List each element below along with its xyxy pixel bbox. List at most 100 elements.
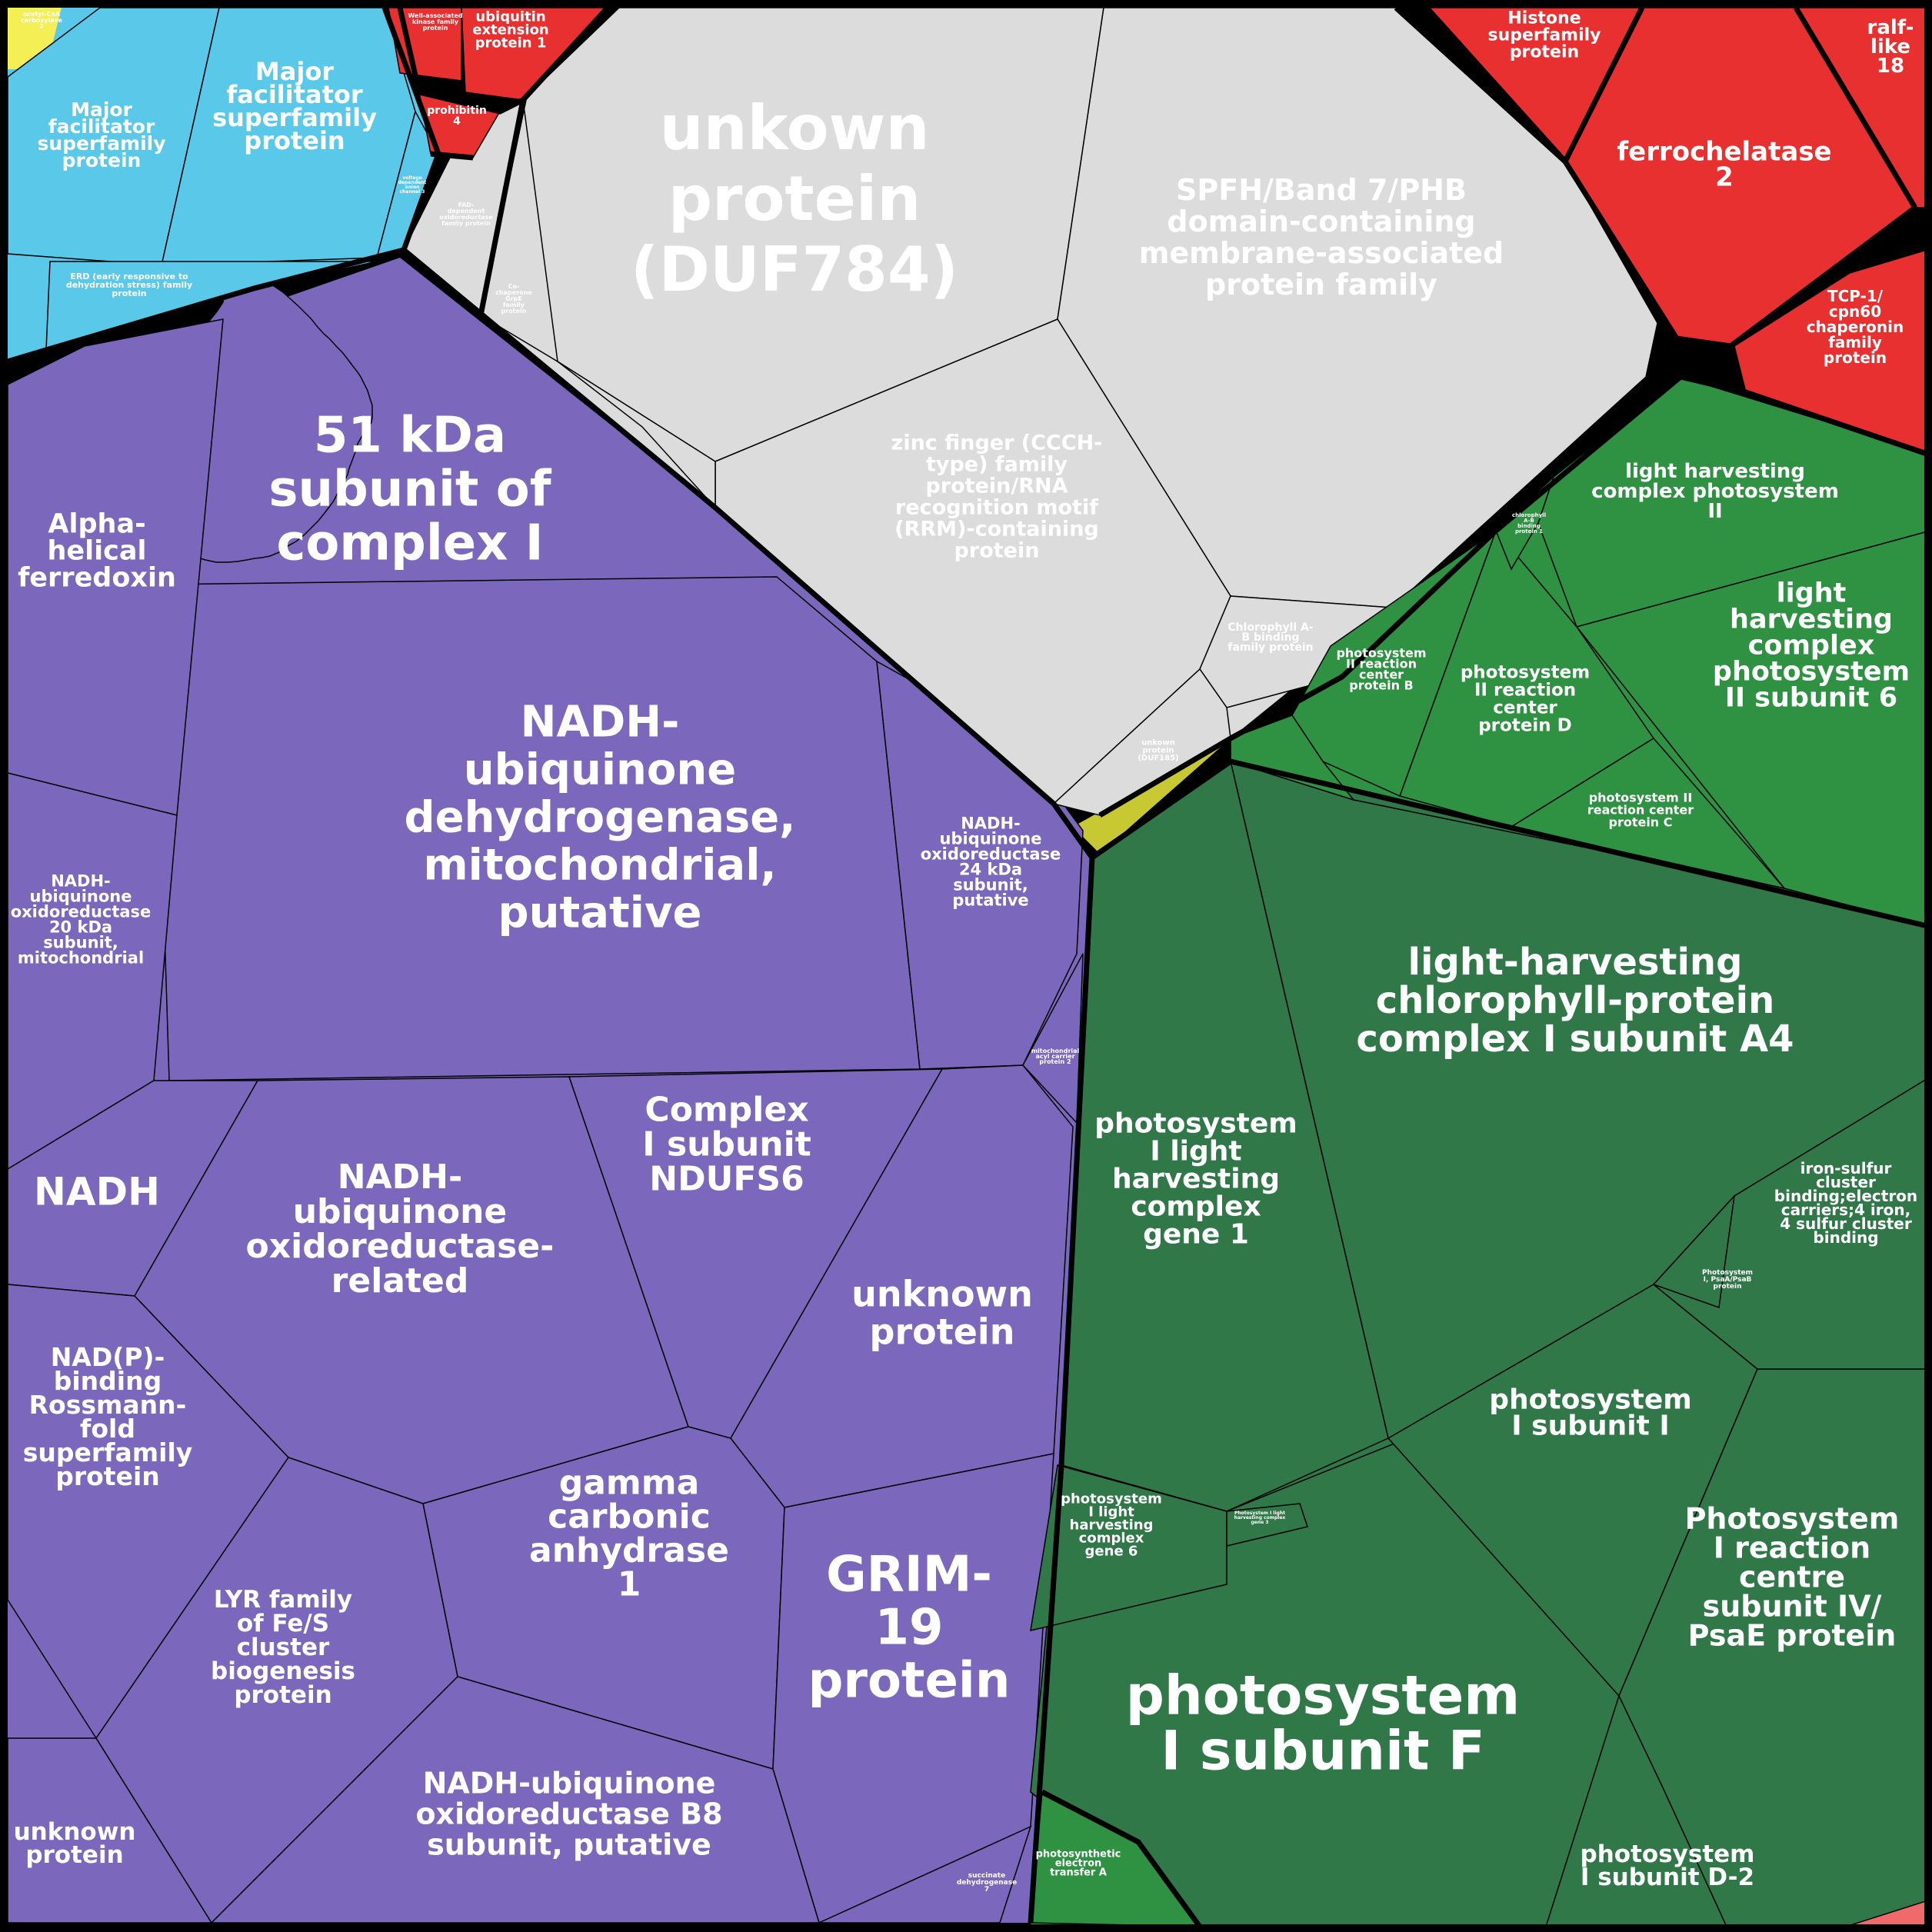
label-zinc-finger-ccch-type-family-protein-rna-recogni: zinc finger (CCCH-type) family protein/RN…: [891, 431, 1103, 562]
label-line: protein: [954, 538, 1040, 562]
label-line: dependent: [398, 180, 427, 185]
label-line: protein: [808, 1652, 1011, 1709]
label-line: subunit of: [268, 461, 551, 518]
label-line: 24 kDa: [959, 860, 1022, 878]
label-line: photosynthetic: [1036, 1849, 1121, 1860]
label-line: like: [1870, 35, 1910, 58]
label-line: gene 6: [1085, 1543, 1138, 1559]
label-photosystem-i-subunit-i: photosystem I subunit I: [1489, 1384, 1692, 1442]
label-line: photosystem: [1489, 1384, 1692, 1416]
label-iron-sulfur-cluster-binding-electron-carriers-4-: iron-sulfur cluster binding;electron carrie…: [1774, 1159, 1917, 1247]
label-line: carbonic: [548, 1497, 711, 1536]
label-line: dehydrogenase: [957, 1879, 1017, 1887]
label-gamma-carbonic-anhydrase-1: gamma carbonic anhydrase 1: [529, 1463, 729, 1604]
label-line: domain-containing: [1167, 205, 1475, 238]
label-line: photosystem: [1094, 1108, 1297, 1140]
label-line: II: [1707, 500, 1722, 523]
cell-photosystem-ii-reaction-center-protein-a[interactable]: [1230, 715, 1356, 801]
label-line: I, PsaA/PsaB: [1704, 1276, 1752, 1284]
label-line: protein 1: [475, 35, 547, 51]
label-line: NAD(P)-: [51, 1342, 165, 1372]
label-line: mitochondrial: [1031, 1048, 1080, 1054]
label-line: family protein: [441, 220, 491, 227]
label-line: SPFH/Band 7/PHB: [1176, 173, 1467, 207]
label-tcp-1-cpn60-chaperonin-family-protein: TCP-1/cpn60 chaperonin family protein: [1807, 287, 1904, 367]
label-photosystem-i-light-harvesting-complex-gene-3: Photosystem I light harvesting complex gen…: [1234, 1511, 1286, 1525]
label-voltage-dependent-anion-channel-3: voltage dependent anion channel 3: [398, 175, 427, 195]
label-line: dehydration stress) family: [66, 280, 192, 290]
label-line: Co-: [508, 283, 520, 290]
label-line: protein: [870, 1311, 1015, 1353]
label-line: photosystem: [1461, 663, 1590, 683]
label-line: light harvesting: [1625, 460, 1805, 483]
label-line: I subunit D-2: [1581, 1864, 1754, 1891]
label-line: photosystem: [1581, 1840, 1755, 1868]
label-line: Histone: [1507, 9, 1581, 28]
label-line: electron: [1055, 1858, 1102, 1870]
border-histone: [1424, 5, 1645, 167]
label-line: 18: [1877, 55, 1904, 78]
label-line: protein: [1714, 1283, 1742, 1291]
label-line: gene 1: [1143, 1219, 1249, 1251]
label-line: acetyl-CoA: [23, 11, 61, 18]
label-ralf-like-18: ralf-like 18: [1867, 16, 1914, 78]
label-line: protein: [1142, 747, 1174, 755]
cell-chlorophyll-a-b-binding-protein-1[interactable]: [1495, 476, 1554, 571]
cell-chlorophyll-a-b-binding-family-protein[interactable]: [1199, 595, 1394, 708]
label-photosystem-i-psaa-psab-protein: Photosystem I, PsaA/PsaB protein: [1702, 1269, 1753, 1291]
label-line: protein: [244, 126, 345, 155]
label-photosystem-ii-reaction-center-protein-b: photosystem II reaction center protein B: [1336, 646, 1426, 693]
label-line: PsaE protein: [1688, 1618, 1897, 1652]
label-line: subunit, putative: [427, 1827, 711, 1861]
label-line: harvesting: [1112, 1164, 1280, 1195]
label-line: complex: [1079, 1530, 1144, 1546]
cell-succinate-dehydrogenase-7[interactable]: [818, 1825, 1032, 1924]
label-line: superfamily: [212, 103, 377, 132]
label-line: light-harvesting: [1408, 941, 1743, 984]
label-line: NADH-: [961, 814, 1021, 832]
cell-photosystem-i-light-harvesting-complex-gene-6[interactable]: [1030, 1464, 1227, 1631]
label-line: channel 3: [400, 189, 425, 195]
label-nadh-ubiquinone-dehydrogenase-mitochondrial-puta: NADH-ubiquinone dehydrogenase, mitochondri…: [405, 698, 796, 938]
label-chlorophyll-a-b-binding-protein-1: chlorophyll A-B binding protein 1: [1512, 512, 1546, 535]
label-line: complex: [1748, 630, 1875, 661]
border-ubiquitin: [397, 5, 610, 115]
label-line: binding: [1517, 523, 1541, 529]
label-line: protein: [25, 1841, 123, 1869]
label-photosynthetic-electron-transfer-a: photosynthetic electron transfer A: [1036, 1849, 1121, 1879]
label-grim-19-protein: GRIM-19 protein: [808, 1546, 1011, 1709]
label-nadh-ubiquinone-oxidoreductase-related: NADH-ubiquinone oxidoreductase-related: [246, 1158, 555, 1301]
label-photosystem-i-light-harvesting-complex-gene-6: photosystem I light harvesting complex gene …: [1061, 1491, 1162, 1559]
label-line: ferrochelatase: [1617, 136, 1831, 167]
label-line: Photosystem: [1702, 1269, 1753, 1277]
label-line: harvesting: [1730, 604, 1893, 635]
label-line: 2: [1715, 162, 1734, 192]
label-line: complex I subunit A4: [1356, 1018, 1794, 1061]
cell-mitochondrial-acyl-carrier-protein-2[interactable]: [1022, 953, 1084, 1124]
label-photosystem-i-reaction-centre-subunit-iv-psae-pr: Photosystem I reaction centre subunit IV/Ps…: [1685, 1501, 1900, 1652]
cell-photosystem-i-light-harvesting-complex-gene-3[interactable]: [1226, 1503, 1308, 1547]
label-line: biogenesis: [211, 1657, 355, 1685]
label-line: fold: [80, 1414, 135, 1444]
cell-photosystem-i-psaa-psab-protein[interactable]: [1652, 1194, 1736, 1309]
label-photosystem-ii-reaction-center-protein-d: photosystem II reaction center protein D: [1461, 663, 1590, 736]
label-line: Photosystem I light: [1234, 1511, 1285, 1516]
label-line: complex: [1131, 1191, 1261, 1223]
label-line: center: [1493, 698, 1557, 718]
label-photosystem-i-subunit-d-2: photosystem I subunit D-2: [1581, 1840, 1755, 1891]
label-line: protein 1: [1515, 528, 1543, 535]
label-acetyl-coa-carboxylase-2: acetyl-CoA carboxylase 2: [21, 11, 63, 30]
label-line: photosystem: [1336, 646, 1426, 661]
label-line: complex I: [276, 515, 543, 571]
label-line: ubiquinone: [940, 829, 1042, 848]
label-line: zinc finger (CCCH-: [891, 431, 1103, 455]
label-line: FAD-: [458, 202, 475, 208]
label-line: carboxylase: [21, 17, 63, 24]
label-line: GRIM-: [826, 1546, 992, 1603]
label-line: family protein: [1227, 641, 1313, 654]
label-line: binding: [54, 1366, 162, 1396]
label-line: NADH-: [521, 698, 680, 748]
label-nadh: NADH: [34, 1170, 160, 1214]
label-well-associated-kinase-family-protein: Well-associated kinase family protein: [408, 12, 462, 32]
